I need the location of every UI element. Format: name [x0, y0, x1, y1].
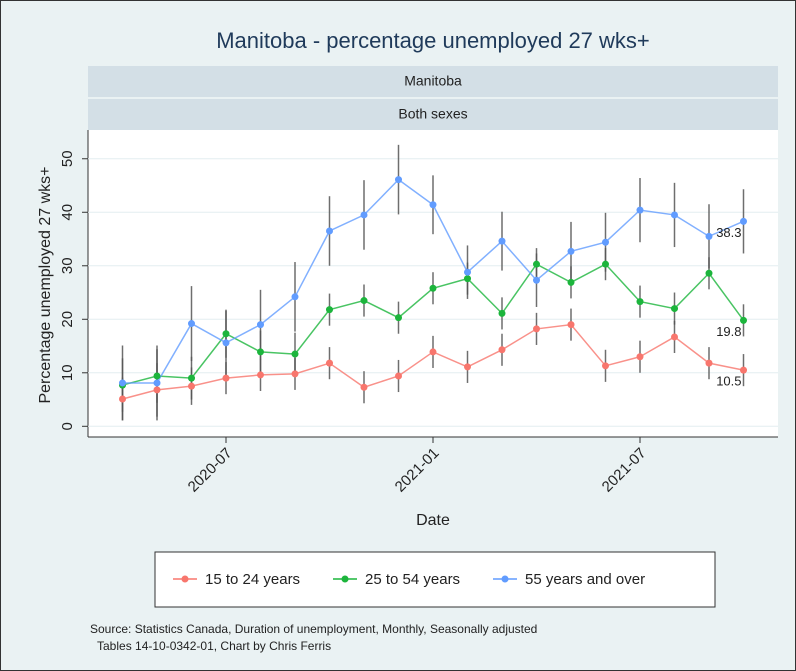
point [153, 379, 161, 387]
point [188, 382, 195, 390]
point [740, 217, 747, 225]
point [498, 346, 506, 354]
point [740, 366, 747, 374]
point [567, 321, 575, 329]
point [119, 395, 126, 403]
point [533, 260, 540, 268]
point [153, 386, 161, 394]
point [119, 379, 126, 387]
point [291, 293, 299, 301]
data-label: 10.5 [716, 374, 741, 389]
point [188, 374, 195, 382]
point [291, 370, 299, 378]
point [429, 284, 437, 292]
y-tick-label: 20 [59, 311, 76, 328]
point [222, 330, 230, 338]
legend-label: 25 to 54 years [365, 571, 460, 588]
legend-label: 55 years and over [525, 571, 645, 588]
point [671, 211, 678, 219]
point [326, 359, 333, 367]
point [464, 268, 471, 276]
point [153, 372, 161, 380]
point [326, 306, 333, 314]
point [222, 339, 230, 347]
source-note: Source: Statistics Canada, Duration of u… [90, 622, 537, 636]
legend-marker [181, 575, 189, 583]
point [567, 247, 575, 255]
point [498, 237, 506, 245]
point [188, 320, 195, 328]
point [291, 350, 299, 358]
strip-label: Both sexes [398, 106, 467, 122]
point [533, 276, 540, 284]
legend-marker [501, 575, 509, 583]
point [326, 227, 333, 235]
point [533, 325, 540, 333]
legend-marker [341, 575, 349, 583]
point [671, 305, 678, 313]
legend-label: 15 to 24 years [205, 571, 300, 588]
point [636, 206, 644, 214]
point [395, 176, 402, 184]
point [567, 278, 575, 286]
point [464, 275, 471, 283]
point [429, 201, 437, 209]
point [360, 383, 368, 391]
point [464, 363, 471, 371]
point [395, 372, 402, 380]
x-axis-title: Date [416, 512, 450, 529]
y-tick-label: 10 [59, 364, 76, 381]
point [257, 348, 264, 356]
point [602, 238, 609, 246]
point [360, 297, 368, 305]
chart-title: Manitoba - percentage unemployed 27 wks+ [216, 28, 650, 53]
y-tick-label: 0 [59, 422, 76, 430]
point [257, 321, 264, 329]
point [740, 316, 747, 324]
point [636, 353, 644, 361]
point [429, 348, 437, 356]
point [705, 269, 713, 277]
data-label: 19.8 [716, 324, 741, 339]
point [395, 314, 402, 322]
point [498, 309, 506, 317]
point [705, 232, 713, 240]
point [602, 260, 609, 268]
point [671, 333, 678, 341]
source-note: Tables 14-10-0342-01, Chart by Chris Fer… [97, 639, 331, 653]
point [360, 211, 368, 219]
y-tick-label: 40 [59, 204, 76, 221]
strip-label: Manitoba [404, 73, 462, 89]
point [602, 362, 609, 370]
y-axis-title: Percentage unemployed 27 wks+ [37, 166, 54, 403]
data-label: 38.3 [716, 225, 741, 240]
point [705, 359, 713, 367]
y-tick-label: 50 [59, 150, 76, 167]
legend [154, 551, 716, 608]
y-tick-label: 30 [59, 257, 76, 274]
point [257, 371, 264, 379]
point [222, 374, 230, 382]
point [636, 298, 644, 306]
